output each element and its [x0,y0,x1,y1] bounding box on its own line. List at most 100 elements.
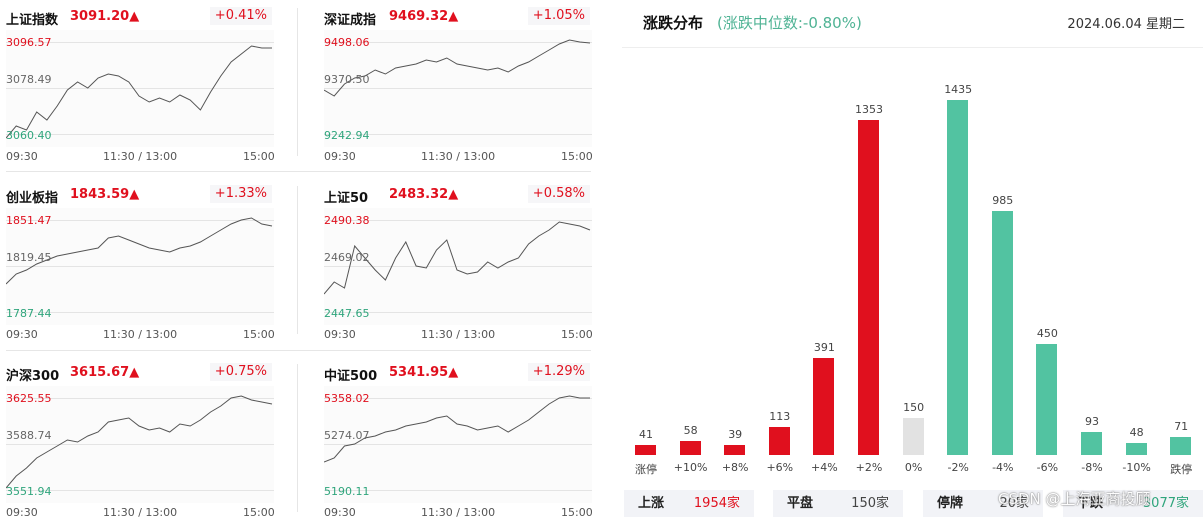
time-axis-open: 09:30 [6,150,38,163]
summary-value: 20家 [999,496,1029,511]
bar-value-label: 48 [1129,426,1144,440]
intraday-line [6,395,273,489]
time-axis-midday: 11:30 / 13:00 [103,328,178,341]
time-axis-close: 15:00 [561,506,593,518]
bar-category-label: -10% [1122,461,1151,474]
index-change-badge: +1.05% [527,7,590,25]
summary-value: 1954家 [693,496,740,511]
distribution-date: 2024.06.04 星期二 [1067,17,1185,32]
index-price: 3091.20▲ [70,9,140,24]
bar-category-label: -2% [947,461,969,474]
index-card-csi-300[interactable]: 沪深300 3615.67▲ +0.75% 3625.55 3588.74 3551.94… [0,356,286,518]
time-axis-close: 15:00 [243,150,275,163]
bar-value-label: 985 [992,194,1014,208]
bar-value-label: 150 [903,400,925,414]
distribution-bar[interactable] [947,100,969,455]
bar-category-label: +4% [811,461,838,474]
bar-value-label: 71 [1174,420,1189,434]
bar-category-label: +8% [721,461,749,474]
distribution-bar[interactable] [679,440,701,455]
intraday-chart: 5358.02 5274.07 5190.11 [324,386,592,503]
index-change-badge: +0.58% [527,185,590,203]
index-price: 1843.59▲ [70,187,140,202]
index-name: 深证成指 [324,13,377,28]
header-divider [622,47,1203,48]
distribution-title: 涨跌分布 [643,14,704,32]
summary-key: 上涨 [638,496,665,511]
bar-category-label: 0% [904,461,923,474]
bar-category-label: +2% [855,461,883,474]
intraday-chart: 2490.38 2469.02 2447.65 [324,208,592,325]
summary-unchanged: 平盘 150家 [773,490,903,517]
distribution-bar[interactable] [813,358,835,455]
axis-high-label: 9498.06 [324,36,370,49]
index-price: 5341.95▲ [389,365,459,380]
summary-suspended: 停牌 20家 [923,490,1043,517]
summary-key: 平盘 [787,496,814,511]
bar-value-label: 93 [1085,415,1099,428]
intraday-line [324,221,591,295]
bar-category-label: 跌停 [1170,463,1193,476]
index-card-sse-50[interactable]: 上证50 2483.32▲ +0.58% 2490.38 2469.02 2447.65 0… [318,178,604,350]
bar-value-label: 39 [728,428,743,442]
intraday-chart: 3096.57 3078.49 3060.40 [6,30,274,147]
index-card-shanghai-composite[interactable]: 上证指数 3091.20▲ +0.41% 3096.57 3078.49 3060.40 0… [0,0,286,172]
axis-mid-label: 3078.49 [6,73,52,86]
index-price: 3615.67▲ [70,365,140,380]
axis-mid-label: 5274.07 [324,429,370,442]
time-axis-open: 09:30 [6,506,38,518]
bar-value-label: 1353 [855,103,883,117]
intraday-chart: 1851.47 1819.45 1787.44 [6,208,274,325]
axis-mid-label: 9370.50 [324,73,370,86]
time-axis-open: 09:30 [324,328,356,341]
distribution-bar[interactable] [724,445,746,455]
bar-value-label: 450 [1036,326,1058,340]
index-card-shenzhen-component[interactable]: 深证成指 9469.32▲ +1.05% 9498.06 9370.50 9242.94 0… [318,0,604,172]
index-price: 2483.32▲ [389,187,459,202]
bar-category-label: -4% [992,461,1014,474]
distribution-bar[interactable] [1036,343,1058,455]
summary-key: 停牌 [937,496,964,511]
distribution-median: (涨跌中位数:-0.80%) [717,14,862,32]
axis-mid-label: 3588.74 [6,429,52,442]
bar-category-label: -8% [1081,461,1103,474]
distribution-bar[interactable] [635,444,656,455]
column-divider [297,8,298,156]
bar-value-label: 391 [813,341,835,355]
time-axis-close: 15:00 [243,506,275,518]
axis-mid-label: 1819.45 [6,251,52,264]
axis-high-label: 2490.38 [324,214,370,227]
row-divider [6,171,591,172]
index-price: 9469.32▲ [389,9,459,24]
time-axis-open: 09:30 [324,506,356,518]
intraday-line [6,45,272,139]
bar-value-label: 113 [769,410,791,423]
axis-high-label: 1851.47 [6,214,52,227]
distribution-bar[interactable] [1170,437,1192,455]
time-axis-midday: 11:30 / 13:00 [421,506,496,518]
distribution-bar[interactable] [1125,443,1147,455]
index-name: 创业板指 [6,191,59,206]
axis-low-label: 9242.94 [324,129,370,142]
summary-falling: 下跌 3077家 [1063,490,1203,517]
intraday-chart: 3625.55 3588.74 3551.94 [6,386,274,503]
distribution-bar[interactable] [768,427,790,455]
bar-value-label: 41 [639,427,653,441]
time-axis-open: 09:30 [6,328,38,341]
distribution-bar[interactable] [991,211,1013,455]
intraday-line [324,395,590,463]
bar-value-label: 58 [683,423,698,437]
distribution-bar[interactable] [858,120,879,455]
distribution-bar[interactable] [1081,432,1102,455]
axis-low-label: 2447.65 [324,307,370,320]
index-change-badge: +1.33% [209,185,272,203]
axis-low-label: 3551.94 [6,485,52,498]
index-card-chinext[interactable]: 创业板指 1843.59▲ +1.33% 1851.47 1819.45 1787.44 0… [0,178,286,350]
index-change-badge: +1.29% [527,363,590,381]
time-axis-close: 15:00 [561,328,593,341]
index-name: 沪深300 [6,369,60,384]
index-card-csi-500[interactable]: 中证500 5341.95▲ +1.29% 5358.02 5274.07 5190.11… [318,356,604,518]
column-divider [297,364,298,512]
summary-value: 150家 [851,496,889,511]
distribution-bar[interactable] [902,417,924,455]
